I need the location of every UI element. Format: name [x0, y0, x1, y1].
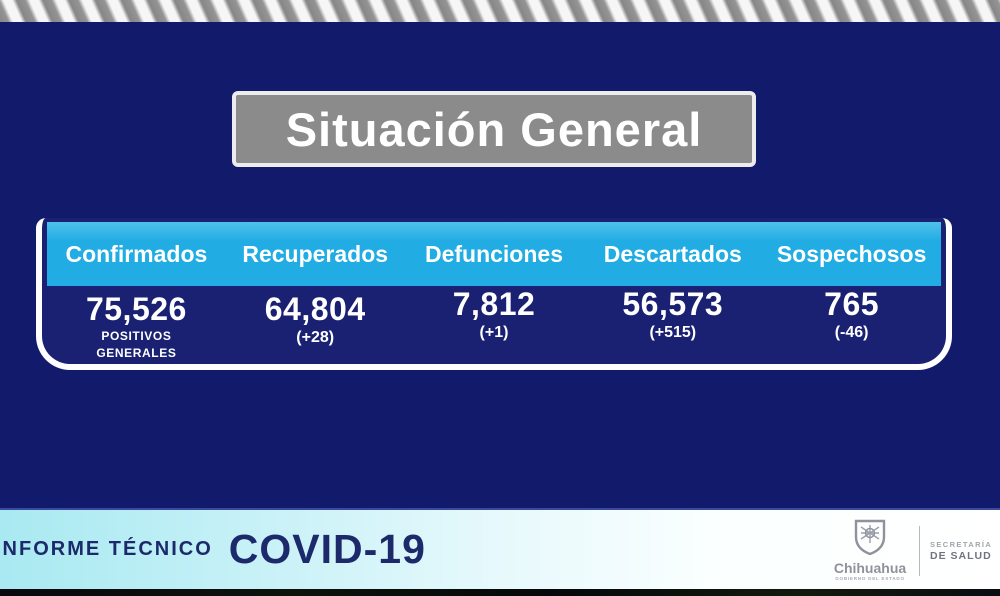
org-line1: SECRETARÍA	[930, 539, 993, 549]
stat-header-defunciones: Defunciones	[424, 240, 563, 267]
stat-sub-confirmados-2: GENERALES	[96, 346, 177, 360]
stat-delta-defunciones: (+1)	[479, 324, 509, 341]
page-title: Situación General	[285, 102, 703, 156]
stat-value-descartados: 56,573	[622, 286, 724, 322]
stat-header-sospechosos: Sospechosos	[776, 240, 927, 267]
title-box: Situación General	[232, 91, 756, 167]
org-line2: DE SALUD	[930, 549, 992, 562]
stat-sub-confirmados-1: POSITIVOS	[101, 329, 172, 343]
shield-icon	[853, 519, 887, 560]
footer-band: INFORME TÉCNICO COVID-19 Chihuahua GOBIE…	[0, 508, 1000, 589]
stat-header-recuperados: Recuperados	[242, 240, 389, 267]
chihuahua-logo: Chihuahua GOBIERNO DEL ESTADO	[831, 519, 909, 582]
state-subtitle: GOBIERNO DEL ESTADO	[835, 576, 905, 581]
stat-value-defunciones: 7,812	[452, 286, 536, 322]
report-title: COVID-19	[228, 526, 426, 572]
stats-header-row: Confirmados Recuperados Defunciones Desc…	[47, 222, 941, 286]
stat-header-descartados: Descartados	[603, 240, 742, 267]
hazard-stripe-top	[0, 0, 1000, 22]
stat-col-recuperados: 64,804 (+28)	[226, 292, 405, 360]
state-name: Chihuahua	[833, 560, 907, 576]
stats-panel: Confirmados Recuperados Defunciones Desc…	[36, 218, 952, 370]
stat-header-confirmados: Confirmados	[65, 240, 208, 267]
stat-value-recuperados: 64,804	[264, 291, 366, 327]
stats-values-row: 75,526 POSITIVOS GENERALES 64,804 (+28) …	[47, 287, 941, 360]
logo-divider	[919, 525, 920, 576]
stat-col-confirmados: 75,526 POSITIVOS GENERALES	[47, 292, 226, 360]
footer-logos: Chihuahua GOBIERNO DEL ESTADO SECRETARÍA…	[831, 510, 992, 591]
stat-col-defunciones: 7,812 (+1)	[405, 287, 584, 355]
stat-value-sospechosos: 765	[824, 286, 880, 322]
stat-delta-sospechosos: (-46)	[834, 324, 869, 341]
hazard-stripe-bottom	[0, 589, 1000, 596]
stat-delta-descartados: (+515)	[649, 324, 697, 341]
stat-col-sospechosos: 765 (-46)	[762, 287, 941, 355]
stat-col-descartados: 56,573 (+515)	[583, 287, 762, 355]
stat-delta-recuperados: (+28)	[296, 329, 335, 346]
secretaria-block: SECRETARÍA DE SALUD	[930, 540, 992, 562]
report-label: INFORME TÉCNICO	[0, 538, 213, 560]
stat-value-confirmados: 75,526	[85, 291, 187, 327]
